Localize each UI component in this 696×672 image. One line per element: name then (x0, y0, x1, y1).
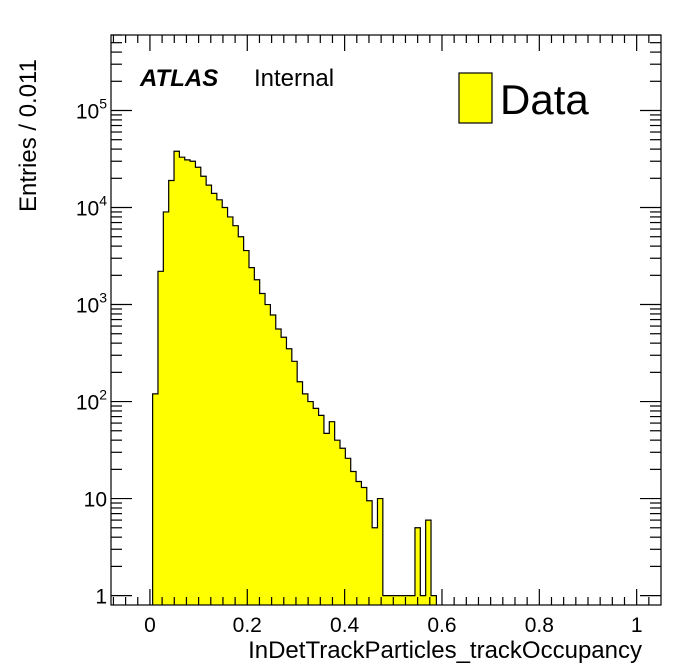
histogram-bin (340, 448, 346, 605)
histogram-bin (291, 361, 298, 605)
histogram-bin (211, 193, 218, 605)
x-tick-label: 0 (144, 614, 156, 637)
histogram-bin (174, 151, 180, 605)
histogram-bin (270, 315, 277, 605)
histogram-bin (163, 211, 169, 605)
histogram-bin (248, 267, 255, 605)
histogram-bin (329, 421, 335, 605)
histogram-bin (184, 159, 191, 605)
x-axis-title: InDetTrackParticles_trackOccupancy (248, 637, 642, 664)
x-tick-label: 0.6 (427, 614, 456, 637)
y-tick-label: 10 (84, 489, 107, 512)
atlas-label: ATLAS (139, 65, 218, 92)
x-tick-label: 0.8 (525, 614, 554, 637)
histogram-bin (286, 348, 293, 605)
histogram-bin (238, 236, 244, 605)
histogram-bin (377, 498, 384, 605)
y-tick-label: 103 (76, 290, 107, 318)
histogram-bin (195, 167, 202, 605)
histogram-bin (318, 415, 325, 605)
histogram-bin (275, 328, 282, 605)
histogram-bin (206, 185, 212, 605)
histogram-bin (420, 595, 426, 605)
histogram-bin (168, 180, 175, 605)
y-tick-label: 104 (76, 193, 107, 221)
histogram-bin (232, 225, 239, 606)
histogram-bin (323, 433, 330, 605)
y-axis-title: Entries / 0.011 (15, 59, 42, 212)
histogram-bin (414, 527, 421, 605)
y-tick-label: 105 (76, 96, 107, 124)
x-tick-label: 0.4 (330, 614, 360, 637)
histogram-bin (313, 408, 319, 605)
histogram-bars (152, 151, 437, 606)
histogram-bin (372, 527, 378, 605)
histogram-bin (361, 487, 368, 605)
histogram-bin (179, 157, 186, 605)
histogram-bin (200, 176, 207, 605)
histogram-bin (297, 381, 303, 605)
y-axis-ticks (111, 34, 661, 597)
x-tick-label: 1 (631, 614, 643, 637)
internal-label: Internal (254, 65, 334, 92)
histogram-bin (398, 595, 405, 605)
histogram-bin (265, 304, 271, 605)
histogram-bin (254, 279, 260, 605)
histogram-bin (334, 440, 341, 605)
y-tick-label: 102 (76, 387, 107, 415)
legend-label: Data (500, 76, 589, 123)
histogram-bin (259, 293, 266, 605)
histogram-bin (222, 207, 228, 605)
histogram-bin (425, 520, 432, 605)
x-tick-label: 0.2 (233, 614, 262, 637)
histogram-bin (382, 595, 389, 605)
y-axis-tick-labels: 1 10 102 103 104 105 (76, 96, 107, 609)
histogram-bin (227, 216, 234, 606)
histogram-bin (307, 401, 314, 605)
histogram-bin (152, 393, 159, 605)
histogram-bin (356, 481, 362, 605)
x-axis-tick-labels: 0 0.2 0.4 0.6 0.8 1 (144, 614, 642, 637)
histogram-bin (350, 471, 357, 605)
histogram-bin (431, 595, 437, 605)
histogram-bin (404, 595, 410, 605)
y-tick-label: 1 (95, 586, 107, 609)
histogram-bin (243, 250, 250, 605)
histogram-bin (190, 161, 196, 606)
histogram-bin (157, 271, 164, 605)
histogram-bin (393, 595, 400, 605)
histogram-bin (345, 458, 352, 605)
histogram-bin (409, 595, 416, 605)
histogram-bin (281, 337, 287, 605)
histogram-outline (152, 150, 437, 605)
histogram-bin (302, 393, 309, 605)
histogram-bin (388, 595, 394, 605)
histogram-bin (366, 500, 373, 605)
legend-swatch (458, 72, 493, 124)
x-axis-ticks (112, 35, 650, 605)
histogram-bin (216, 199, 223, 605)
